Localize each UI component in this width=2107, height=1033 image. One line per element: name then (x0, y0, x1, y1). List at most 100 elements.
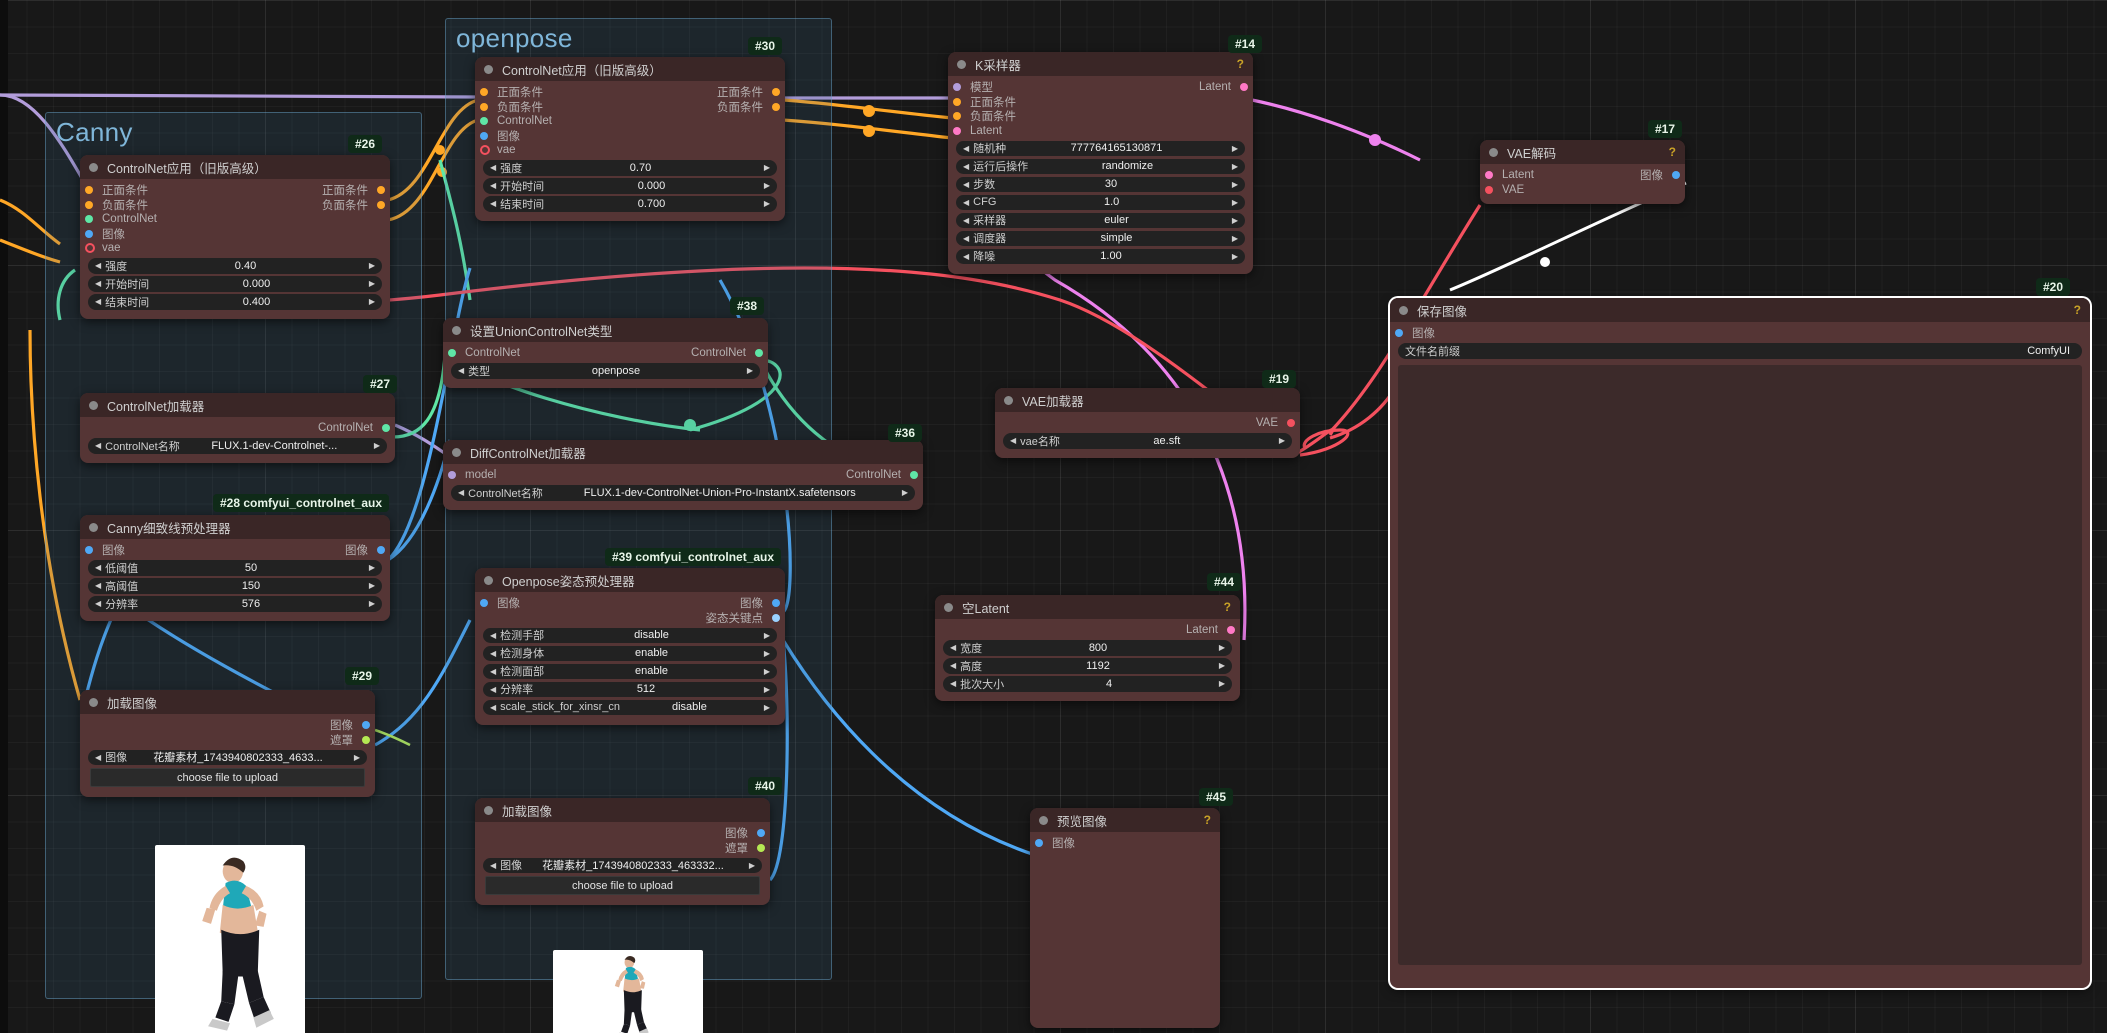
decrement-arrow-icon[interactable]: ◀ (490, 702, 497, 712)
widget-value[interactable]: FLUX.1-dev-Controlnet-... (211, 439, 338, 452)
input-port-dot[interactable] (448, 349, 456, 358)
widget-value[interactable]: ae.sft (1153, 434, 1181, 447)
output-port-dot[interactable] (377, 186, 385, 195)
loaded-image-thumbnail[interactable] (553, 950, 703, 1033)
decrement-arrow-icon[interactable]: ◀ (963, 179, 970, 189)
increment-arrow-icon[interactable]: ▶ (368, 599, 375, 609)
node-controlnet-apply-openpose[interactable]: ControlNet应用（旧版高级） 正面条件 正面条件 负面条件 负面条件 Contro… (475, 57, 785, 221)
widget-value[interactable]: disable (634, 629, 669, 642)
decrement-arrow-icon[interactable]: ◀ (963, 251, 970, 261)
help-icon[interactable]: ? (1668, 145, 1676, 159)
node-title-bar[interactable]: 设置UnionControlNet类型 (443, 318, 768, 342)
node-title-bar[interactable]: 加载图像 (80, 690, 375, 714)
node-title-bar[interactable]: ControlNet加载器 (80, 393, 395, 417)
collapse-icon[interactable] (89, 522, 98, 532)
choose-file-to-upload-button[interactable]: choose file to upload (485, 876, 760, 895)
increment-arrow-icon[interactable]: ▶ (353, 752, 360, 762)
decrement-arrow-icon[interactable]: ◀ (490, 648, 497, 658)
input-port-dot[interactable] (480, 131, 488, 140)
input-port-dot[interactable] (953, 83, 961, 92)
collapse-icon[interactable] (89, 162, 98, 172)
input-port-dot[interactable] (953, 112, 961, 121)
widget-value[interactable]: 512 (636, 683, 656, 696)
widget-value[interactable]: euler (1104, 214, 1129, 227)
widget-低阈值[interactable]: ◀ 低阈值 50 ▶ (88, 560, 382, 576)
widget-文件名前缀[interactable]: 文件名前缀 ComfyUI (1398, 343, 2082, 359)
node-load-image-openpose[interactable]: 加载图像 图像 遮罩 ◀ 图像 花瓣素材_1743940802333_463332... ▶… (475, 798, 770, 905)
output-port-dot[interactable] (362, 721, 370, 730)
widget-value[interactable]: 30 (1104, 178, 1118, 191)
widget-value[interactable]: 150 (241, 579, 261, 592)
loaded-image-thumbnail[interactable] (155, 845, 305, 1033)
widget-CFG[interactable]: ◀ CFG 1.0 ▶ (956, 194, 1245, 210)
output-port-dot[interactable] (910, 471, 918, 480)
decrement-arrow-icon[interactable]: ◀ (963, 197, 970, 207)
input-port-dot[interactable] (480, 599, 488, 608)
output-port-dot[interactable] (772, 102, 780, 111)
help-icon[interactable]: ? (1236, 57, 1244, 71)
output-port-dot[interactable] (772, 88, 780, 97)
collapse-icon[interactable] (484, 575, 493, 585)
choose-file-to-upload-button[interactable]: choose file to upload (90, 768, 365, 787)
widget-类型[interactable]: ◀ 类型 openpose ▶ (451, 363, 760, 379)
decrement-arrow-icon[interactable]: ◀ (490, 199, 497, 209)
decrement-arrow-icon[interactable]: ◀ (963, 215, 970, 225)
node-title-bar[interactable]: K采样器? (948, 52, 1253, 76)
widget-value[interactable]: FLUX.1-dev-ControlNet-Union-Pro-InstantX… (583, 486, 856, 499)
widget-图像[interactable]: ◀ 图像 花瓣素材_1743940802333_4633... ▶ (88, 749, 367, 765)
decrement-arrow-icon[interactable]: ◀ (490, 666, 497, 676)
widget-value[interactable]: 0.70 (629, 161, 652, 174)
increment-arrow-icon[interactable]: ▶ (1278, 436, 1285, 446)
node-openpose-preprocessor[interactable]: Openpose姿态预处理器 图像 图像 姿态关键点 ◀ 检测手部 disable ▶ ◀ 检测身… (475, 568, 785, 725)
collapse-icon[interactable] (89, 697, 98, 707)
decrement-arrow-icon[interactable]: ◀ (95, 752, 102, 762)
input-port-dot[interactable] (953, 126, 961, 135)
decrement-arrow-icon[interactable]: ◀ (95, 261, 102, 271)
widget-value[interactable]: 800 (1088, 641, 1108, 654)
output-port-dot[interactable] (362, 735, 370, 744)
widget-value[interactable]: openpose (591, 364, 641, 377)
widget-value[interactable]: simple (1100, 232, 1133, 245)
widget-分辨率[interactable]: ◀ 分辨率 576 ▶ (88, 596, 382, 612)
decrement-arrow-icon[interactable]: ◀ (95, 297, 102, 307)
node-title-bar[interactable]: ControlNet应用（旧版高级） (475, 57, 785, 81)
widget-value[interactable]: 0.40 (234, 259, 257, 272)
widget-降噪[interactable]: ◀ 降噪 1.00 ▶ (956, 248, 1245, 264)
collapse-icon[interactable] (1489, 147, 1498, 157)
input-port-dot[interactable] (1035, 839, 1043, 848)
widget-强度[interactable]: ◀ 强度 0.70 ▶ (483, 160, 777, 176)
output-port-dot[interactable] (757, 829, 765, 838)
input-port-dot[interactable] (85, 200, 93, 209)
node-title-bar[interactable]: 加载图像 (475, 798, 770, 822)
decrement-arrow-icon[interactable]: ◀ (950, 661, 957, 671)
decrement-arrow-icon[interactable]: ◀ (950, 679, 957, 689)
widget-value[interactable]: enable (634, 665, 669, 678)
increment-arrow-icon[interactable]: ▶ (1231, 197, 1238, 207)
help-icon[interactable]: ? (1203, 813, 1211, 827)
widget-value[interactable]: 1192 (1086, 659, 1110, 672)
decrement-arrow-icon[interactable]: ◀ (1010, 436, 1017, 446)
increment-arrow-icon[interactable]: ▶ (763, 702, 770, 712)
widget-value[interactable]: 576 (241, 597, 261, 610)
output-port-dot[interactable] (772, 613, 780, 622)
widget-value[interactable]: 4 (1105, 677, 1113, 690)
increment-arrow-icon[interactable]: ▶ (763, 648, 770, 658)
input-port-dot[interactable] (480, 102, 488, 111)
node-preview-image[interactable]: 预览图像? 图像 (1030, 808, 1220, 1028)
node-ksampler[interactable]: K采样器? 模型 Latent 正面条件 负面条件 Latent ◀ 随机种 777764165… (948, 52, 1253, 274)
widget-图像[interactable]: ◀ 图像 花瓣素材_1743940802333_463332... ▶ (483, 857, 762, 873)
widget-scale_stick_for_xinsr_cn[interactable]: ◀ scale_stick_for_xinsr_cn disable ▶ (483, 699, 777, 715)
widget-value[interactable]: 1.0 (1103, 196, 1120, 209)
widget-步数[interactable]: ◀ 步数 30 ▶ (956, 176, 1245, 192)
output-port-dot[interactable] (755, 349, 763, 358)
output-port-dot[interactable] (1287, 419, 1295, 428)
increment-arrow-icon[interactable]: ▶ (1218, 661, 1225, 671)
node-title-bar[interactable]: DiffControlNet加载器 (443, 440, 923, 464)
widget-value[interactable]: 1.00 (1100, 250, 1122, 263)
input-port-dot[interactable] (1485, 185, 1493, 194)
node-title-bar[interactable]: 预览图像? (1030, 808, 1220, 832)
increment-arrow-icon[interactable]: ▶ (763, 630, 770, 640)
widget-value[interactable]: 50 (244, 561, 258, 574)
widget-强度[interactable]: ◀ 强度 0.40 ▶ (88, 258, 382, 274)
